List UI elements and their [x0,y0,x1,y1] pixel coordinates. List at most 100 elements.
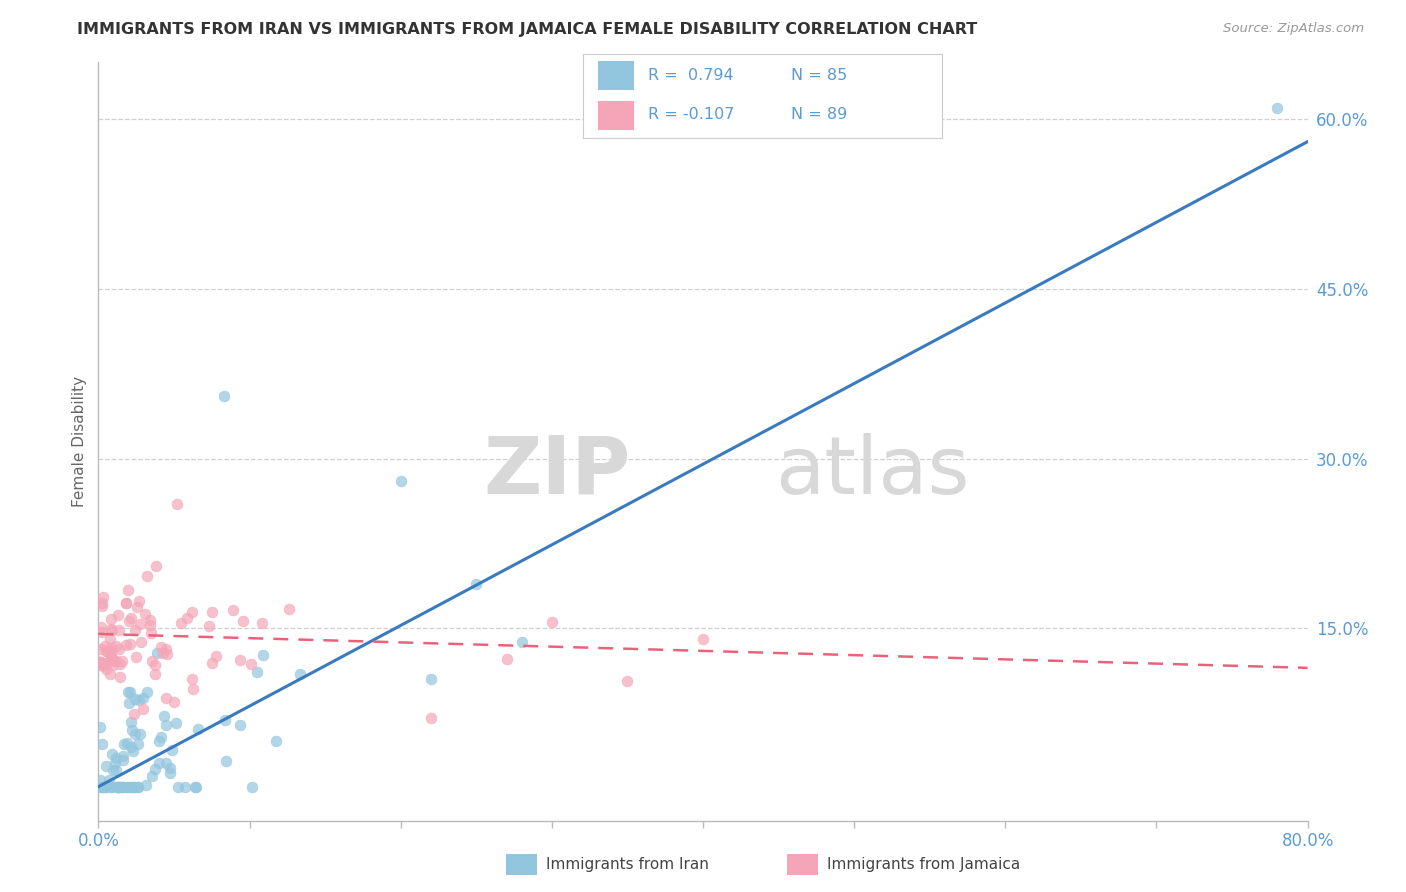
Point [616,673,638,688]
Point [246,665,269,679]
Point [148,756,170,771]
Bar [598,101,634,130]
Point [110,780,132,794]
Text: R = -0.107: R = -0.107 [648,107,734,122]
Point [120,780,142,794]
Point [229,717,252,731]
Point [98,632,121,647]
Point [155,647,177,661]
Point [105,751,128,765]
Point [127,737,149,751]
Point [91,590,114,604]
Bar [598,62,634,90]
Point [118,637,141,651]
Text: atlas: atlas [776,433,970,511]
Point [152,646,174,660]
Point [108,657,131,671]
Text: Source: ZipAtlas.com: Source: ZipAtlas.com [1223,22,1364,36]
Point [420,672,443,686]
Text: N = 85: N = 85 [792,68,848,83]
Point [100,780,122,794]
Point [124,623,146,637]
Point [90,625,112,640]
Point [101,652,124,666]
Point [100,649,122,664]
Point [201,657,224,671]
Text: Immigrants from Jamaica: Immigrants from Jamaica [827,857,1019,871]
Point [121,744,143,758]
Point [139,618,162,632]
Point [103,654,125,668]
Point [115,780,138,794]
Point [205,648,228,663]
Point [104,764,127,778]
Point [170,615,193,630]
Point [100,623,122,637]
Point [143,657,166,672]
Point [149,640,172,655]
Point [100,622,122,636]
Point [129,726,152,740]
Point [93,656,115,670]
Point [100,780,122,794]
Point [100,641,122,656]
Point [143,763,166,777]
Point [212,389,235,403]
Point [214,754,236,768]
Point [114,596,136,610]
Point [91,599,114,613]
Point [107,780,129,794]
Point [167,780,190,794]
Point [420,711,443,725]
Text: Immigrants from Iran: Immigrants from Iran [546,857,709,871]
Point [118,614,141,628]
Point [89,655,111,669]
Point [127,780,149,794]
Point [120,739,142,754]
Point [90,641,112,656]
Point [89,655,111,669]
Point [540,615,562,630]
Point [105,639,128,653]
Point [198,619,221,633]
Point [121,780,143,794]
Y-axis label: Female Disability: Female Disability [72,376,87,508]
Point [214,713,236,727]
Point [93,780,115,794]
Point [143,666,166,681]
Point [114,597,136,611]
Point [120,611,142,625]
Point [104,756,127,770]
Point [91,737,114,751]
Point [1267,101,1289,115]
Point [160,743,183,757]
Point [240,780,263,794]
Point [250,616,273,631]
Point [139,625,162,640]
Point [97,773,120,788]
Point [117,685,139,699]
Point [135,569,157,583]
Point [94,779,117,793]
Point [89,658,111,673]
Text: N = 89: N = 89 [792,107,848,122]
Point [139,613,162,627]
Point [159,761,181,775]
Point [117,582,139,597]
Point [115,736,138,750]
Point [108,780,131,794]
Point [173,780,195,794]
Point [100,643,122,657]
Point [122,780,145,794]
Point [159,765,181,780]
Point [112,780,135,794]
Point [124,727,146,741]
Point [510,635,533,649]
Point [166,497,188,511]
Point [141,654,163,668]
Point [101,658,124,673]
Point [465,577,488,591]
Point [94,759,117,773]
Point [165,716,187,731]
Point [100,612,122,626]
